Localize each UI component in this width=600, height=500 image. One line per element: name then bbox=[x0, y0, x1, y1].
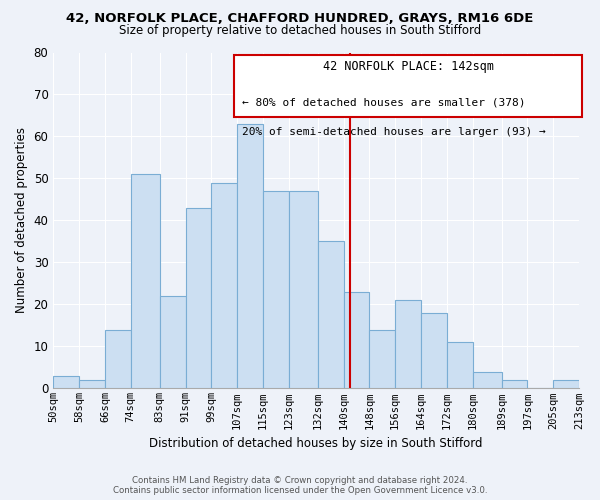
Bar bbox=[344, 292, 370, 388]
Text: Contains HM Land Registry data © Crown copyright and database right 2024.
Contai: Contains HM Land Registry data © Crown c… bbox=[113, 476, 487, 495]
Bar bbox=[263, 191, 289, 388]
Text: 42, NORFOLK PLACE, CHAFFORD HUNDRED, GRAYS, RM16 6DE: 42, NORFOLK PLACE, CHAFFORD HUNDRED, GRA… bbox=[67, 12, 533, 26]
Y-axis label: Number of detached properties: Number of detached properties bbox=[15, 128, 28, 314]
Bar bbox=[289, 191, 318, 388]
Text: Size of property relative to detached houses in South Stifford: Size of property relative to detached ho… bbox=[119, 24, 481, 37]
Text: ← 80% of detached houses are smaller (378): ← 80% of detached houses are smaller (37… bbox=[242, 97, 526, 107]
Bar bbox=[421, 313, 447, 388]
Bar bbox=[395, 300, 421, 388]
Bar bbox=[211, 182, 237, 388]
Bar bbox=[105, 330, 131, 388]
Bar bbox=[131, 174, 160, 388]
Text: 42 NORFOLK PLACE: 142sqm: 42 NORFOLK PLACE: 142sqm bbox=[323, 60, 494, 73]
Bar bbox=[502, 380, 527, 388]
Bar bbox=[318, 242, 344, 388]
Bar bbox=[160, 296, 185, 388]
Bar bbox=[447, 342, 473, 388]
Bar bbox=[370, 330, 395, 388]
Bar bbox=[79, 380, 105, 388]
Text: 20% of semi-detached houses are larger (93) →: 20% of semi-detached houses are larger (… bbox=[242, 127, 546, 137]
FancyBboxPatch shape bbox=[235, 55, 581, 117]
X-axis label: Distribution of detached houses by size in South Stifford: Distribution of detached houses by size … bbox=[149, 437, 483, 450]
Bar bbox=[553, 380, 579, 388]
Bar bbox=[237, 124, 263, 388]
Bar bbox=[473, 372, 502, 388]
Bar bbox=[185, 208, 211, 388]
Bar bbox=[53, 376, 79, 388]
